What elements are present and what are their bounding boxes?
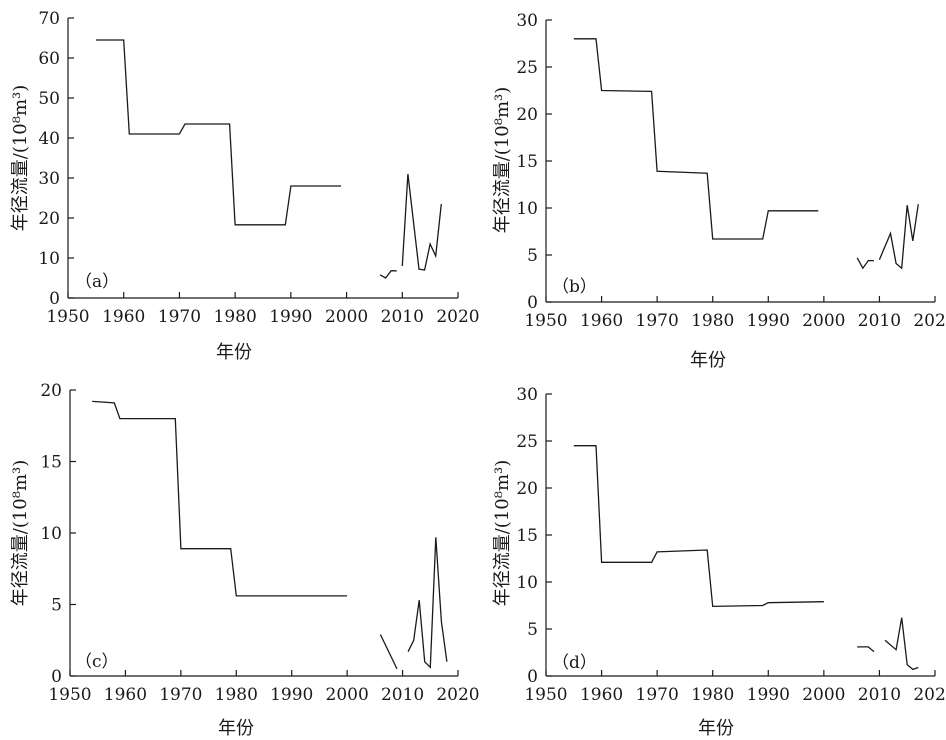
x-tick-label: 2010 xyxy=(858,311,901,331)
y-tick-label: 40 xyxy=(38,129,60,149)
x-tick-label: 1950 xyxy=(48,685,91,705)
runoff-line-segment-2 xyxy=(857,646,875,653)
x-tick-label: 2000 xyxy=(325,307,368,327)
y-tick-label: 30 xyxy=(516,385,538,405)
y-tick-label: 10 xyxy=(38,249,60,269)
x-tick-label: 1950 xyxy=(524,311,567,331)
x-tick-label: 2000 xyxy=(326,685,369,705)
y-tick-label: 15 xyxy=(40,453,62,473)
y-tick-label: 0 xyxy=(527,293,538,313)
y-tick-label: 0 xyxy=(49,289,60,309)
x-tick-label: 1980 xyxy=(215,685,258,705)
x-tick-label: 2000 xyxy=(802,685,845,705)
x-tick-label: 2010 xyxy=(381,685,424,705)
y-tick-label: 25 xyxy=(516,432,538,452)
y-tick-label: 15 xyxy=(516,152,538,172)
runoff-line-segment-1 xyxy=(92,400,348,597)
y-tick-label: 5 xyxy=(51,596,62,616)
x-tick-label: 2010 xyxy=(381,307,424,327)
x-tick-label: 1950 xyxy=(46,307,89,327)
y-axis-title: 年径流量/(10⁸m³) xyxy=(10,460,31,607)
runoff-line-segment-3 xyxy=(407,537,448,669)
x-tick-label: 2020 xyxy=(913,685,946,705)
y-tick-label: 5 xyxy=(527,246,538,266)
panel-a: 0 10 20 30 40 50 60 70 1950 1960 1970 1980 1990 2000 2… xyxy=(10,9,480,363)
y-tick-label: 10 xyxy=(516,199,538,219)
y-tick-label: 30 xyxy=(38,169,60,189)
x-axis-title: 年份 xyxy=(218,718,254,739)
x-tick-label: 1950 xyxy=(524,685,567,705)
y-tick-label: 60 xyxy=(38,49,60,69)
runoff-line-segment-3 xyxy=(401,173,442,271)
y-axis-title: 年径流量/(10⁸m³) xyxy=(492,460,513,607)
y-tick-label: 20 xyxy=(516,105,538,125)
panel-label: （a） xyxy=(75,272,119,292)
runoff-line-segment-1 xyxy=(573,38,819,240)
runoff-line-segment-3 xyxy=(878,204,919,270)
panel-label: （c） xyxy=(75,652,119,672)
runoff-line-segment-1 xyxy=(95,39,341,226)
runoff-line-segment-2 xyxy=(379,634,398,670)
x-tick-label: 2020 xyxy=(436,307,479,327)
x-tick-label: 2000 xyxy=(802,311,845,331)
runoff-line-segment-2 xyxy=(856,257,874,270)
y-tick-label: 10 xyxy=(516,573,538,593)
y-tick-label: 15 xyxy=(516,526,538,546)
x-tick-label: 1970 xyxy=(159,685,202,705)
y-tick-label: 0 xyxy=(527,667,538,687)
y-tick-label: 10 xyxy=(40,524,62,544)
runoff-line-segment-3 xyxy=(884,617,919,671)
x-axis-title: 年份 xyxy=(698,718,734,739)
x-tick-label: 1990 xyxy=(747,685,790,705)
x-tick-label: 1960 xyxy=(102,307,145,327)
x-tick-label: 1980 xyxy=(691,311,734,331)
y-tick-label: 70 xyxy=(38,9,60,29)
y-tick-label: 50 xyxy=(38,89,60,109)
panel-label: （d） xyxy=(552,653,597,673)
y-tick-label: 0 xyxy=(51,667,62,687)
x-tick-label: 2010 xyxy=(858,685,901,705)
x-tick-label: 1980 xyxy=(214,307,257,327)
y-axis-title: 年径流量/(10⁸m³) xyxy=(10,85,31,232)
runoff-line-segment-2 xyxy=(379,270,397,279)
y-tick-label: 25 xyxy=(516,58,538,78)
x-tick-label: 1990 xyxy=(269,307,312,327)
x-tick-label: 2020 xyxy=(436,685,479,705)
x-tick-label: 1960 xyxy=(104,685,147,705)
panel-d: 0 5 10 15 20 25 30 1950 1960 1970 1980 1990 2000 2010… xyxy=(492,385,946,739)
x-tick-label: 1970 xyxy=(158,307,201,327)
y-tick-label: 20 xyxy=(516,479,538,499)
y-axis-title: 年径流量/(10⁸m³) xyxy=(492,87,513,234)
y-tick-label: 20 xyxy=(40,381,62,401)
panel-c: 0 5 10 15 20 1950 1960 1970 1980 1990 2000 2010 2020… xyxy=(10,381,480,739)
y-tick-label: 30 xyxy=(516,11,538,31)
x-tick-label: 1990 xyxy=(747,311,790,331)
panel-b: 0 5 10 15 20 25 30 1950 1960 1970 1980 1990 2000 2010… xyxy=(492,11,946,371)
x-axis-title: 年份 xyxy=(216,342,252,363)
x-tick-label: 2020 xyxy=(913,311,946,331)
x-tick-label: 1970 xyxy=(636,685,679,705)
y-tick-label: 5 xyxy=(527,620,538,640)
panel-label: （b） xyxy=(552,277,597,297)
x-tick-label: 1960 xyxy=(580,685,623,705)
x-tick-label: 1970 xyxy=(636,311,679,331)
x-axis-title: 年份 xyxy=(690,350,726,371)
x-tick-label: 1990 xyxy=(270,685,313,705)
x-tick-label: 1980 xyxy=(691,685,734,705)
x-tick-label: 1960 xyxy=(580,311,623,331)
runoff-line-segment-1 xyxy=(573,445,824,608)
y-tick-label: 20 xyxy=(38,209,60,229)
